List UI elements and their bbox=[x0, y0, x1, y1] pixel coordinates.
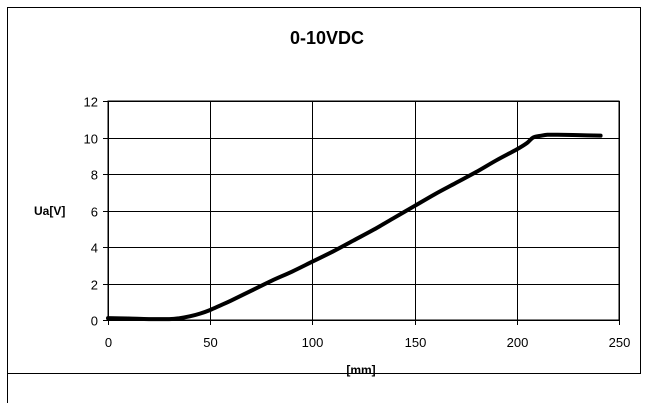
plot-area-border bbox=[107, 100, 620, 321]
y-axis-title: Ua[V] bbox=[34, 204, 65, 218]
y-tick-label: 6 bbox=[91, 205, 98, 220]
y-tick-label: 12 bbox=[84, 95, 98, 110]
x-tick-label: 200 bbox=[507, 335, 529, 350]
y-tick-label: 2 bbox=[91, 278, 98, 293]
y-axis: 0 2 4 6 8 10 12 bbox=[84, 95, 108, 329]
chart-area-border bbox=[7, 7, 641, 403]
y-tick-label: 0 bbox=[91, 314, 98, 329]
y-tick-label: 8 bbox=[91, 168, 98, 183]
x-tick-label: 50 bbox=[203, 335, 217, 350]
x-axis-title: [mm] bbox=[346, 363, 375, 377]
series-layer bbox=[106, 132, 603, 322]
x-tick-label: 0 bbox=[105, 335, 112, 350]
series-line-0 bbox=[106, 132, 603, 322]
x-axis: 0 50 100 150 200 250 bbox=[105, 320, 630, 350]
y-tick-label: 4 bbox=[91, 241, 98, 256]
x-tick-label: 150 bbox=[405, 335, 427, 350]
y-tick-label: 10 bbox=[84, 132, 98, 147]
chart-title: 0-10VDC bbox=[290, 28, 364, 48]
x-tick-label: 100 bbox=[302, 335, 324, 350]
x-tick-label: 250 bbox=[609, 335, 631, 350]
